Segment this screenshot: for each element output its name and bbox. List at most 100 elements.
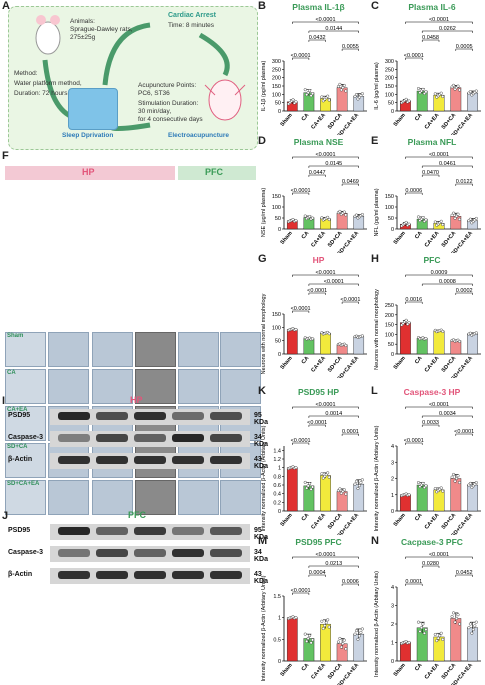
wb-band (58, 571, 90, 579)
data-point (458, 481, 462, 485)
panel-label-k: K (258, 385, 266, 397)
p-value-label: 0.0001 (405, 579, 422, 585)
data-point (407, 222, 411, 226)
western-hp-title: HP (130, 395, 143, 405)
p-value-label: 0.0002 (456, 288, 473, 294)
y-tick-label: 150 (272, 84, 281, 90)
y-tick-label: 100 (272, 92, 281, 98)
p-value-label: 0.0469 (342, 179, 359, 185)
wb-band (134, 434, 166, 442)
chart-title: Caspase-3 HP (403, 387, 461, 397)
wb-band (134, 412, 166, 420)
y-tick-label: 0.8 (273, 474, 281, 480)
data-point (421, 216, 425, 220)
micrograph-hp (5, 332, 46, 367)
x-tick-label: SD+CA (327, 112, 344, 130)
y-axis-label: Intensity normalized β-Actin (Arbitary U… (374, 425, 380, 531)
histology-panel: F HP PFC Sham CA CA+EA SD+CA SD+CA+EA (0, 150, 261, 515)
p-value-label: 0.0004 (309, 570, 326, 576)
data-point (458, 88, 462, 92)
data-point (456, 84, 460, 88)
histology-row-label: Sham (7, 333, 24, 339)
data-point (356, 486, 360, 490)
data-point (357, 634, 361, 638)
data-point (311, 638, 315, 642)
data-point (416, 215, 420, 219)
data-point (424, 337, 428, 341)
y-tick-label: 200 (385, 76, 394, 82)
y-tick-label: 150 (272, 194, 281, 200)
y-axis-label: NSE (μg/ml plasma) (261, 188, 267, 237)
data-point (436, 636, 440, 640)
text-stim3: for 4 consecutive days (138, 116, 203, 123)
p-value-label: 0.0262 (439, 26, 456, 32)
data-point (435, 639, 439, 643)
data-point (309, 487, 313, 491)
data-point (327, 332, 331, 336)
significance-bracket (292, 156, 359, 159)
data-point (474, 620, 478, 624)
significance-bracket (421, 424, 440, 427)
chart-g: G HP 0 50 100 150 Neurons with normal morpholo… (258, 253, 371, 378)
bar-ca-ea (433, 489, 445, 512)
y-tick-label: 1.5 (273, 594, 281, 600)
p-value-label: 0.0145 (325, 161, 342, 167)
data-point (320, 619, 324, 623)
x-tick-label: CA+EA (310, 512, 327, 530)
chart-title: Plasma NFL (407, 137, 457, 147)
data-point (468, 622, 472, 626)
significance-bracket (405, 156, 473, 159)
data-point (353, 632, 357, 636)
p-value-label: <0.0001 (429, 552, 449, 558)
p-value-label: <0.0001 (429, 152, 449, 158)
x-tick-label: Sham (280, 355, 294, 370)
data-point (341, 86, 345, 90)
data-point (407, 493, 411, 497)
significance-bracket (405, 442, 423, 445)
data-point (453, 216, 457, 220)
chart-d: D Plasma NSE 0 50 100 150 NSE (μg/ml plasma) Sh… (258, 135, 371, 253)
data-point (327, 625, 331, 629)
x-tick-label: CA+EA (424, 230, 441, 248)
chart-b: B Plasma IL-1β 0 50 100 150 200 250 300 IL-1β (pg… (258, 0, 371, 135)
wb-band (172, 571, 204, 579)
p-value-label: 0.0016 (405, 297, 422, 303)
significance-bracket (308, 565, 359, 568)
micrograph-pfc (220, 332, 261, 367)
p-value-label: 0.0006 (405, 188, 422, 194)
data-point (303, 480, 307, 484)
wb-band (172, 527, 204, 535)
data-point (468, 217, 472, 221)
y-tick-label: 0 (278, 659, 281, 665)
significance-bracket (455, 48, 473, 51)
y-tick-label: 0.5 (273, 637, 281, 643)
y-tick-label: 2 (391, 622, 394, 628)
significance-bracket (421, 165, 473, 168)
significance-bracket (308, 30, 359, 33)
x-tick-label: CA+EA (310, 230, 327, 248)
x-tick-label: Sham (393, 112, 407, 127)
y-tick-label: 250 (385, 67, 394, 73)
y-tick-label: 300 (385, 59, 394, 65)
data-point (441, 223, 445, 227)
data-point (456, 474, 460, 478)
data-point (450, 615, 454, 619)
data-point (424, 90, 428, 94)
significance-bracket (308, 174, 326, 177)
data-point (309, 94, 313, 98)
p-value-label: 0.0014 (325, 411, 342, 417)
data-point (354, 213, 358, 217)
y-tick-label: 250 (385, 303, 394, 309)
data-point (303, 214, 307, 218)
micrograph-hp (92, 332, 133, 367)
histology-row-label: CA (7, 370, 16, 376)
data-point (311, 92, 315, 96)
data-point (419, 626, 423, 630)
p-value-label: <0.0001 (315, 552, 335, 558)
data-point (421, 622, 425, 626)
data-point (455, 616, 459, 620)
y-tick-label: 0.2 (273, 500, 281, 506)
wb-band (172, 412, 204, 420)
wb-pfc-label-psd95: PSD95 (8, 527, 31, 534)
micrograph-hp (135, 332, 176, 367)
